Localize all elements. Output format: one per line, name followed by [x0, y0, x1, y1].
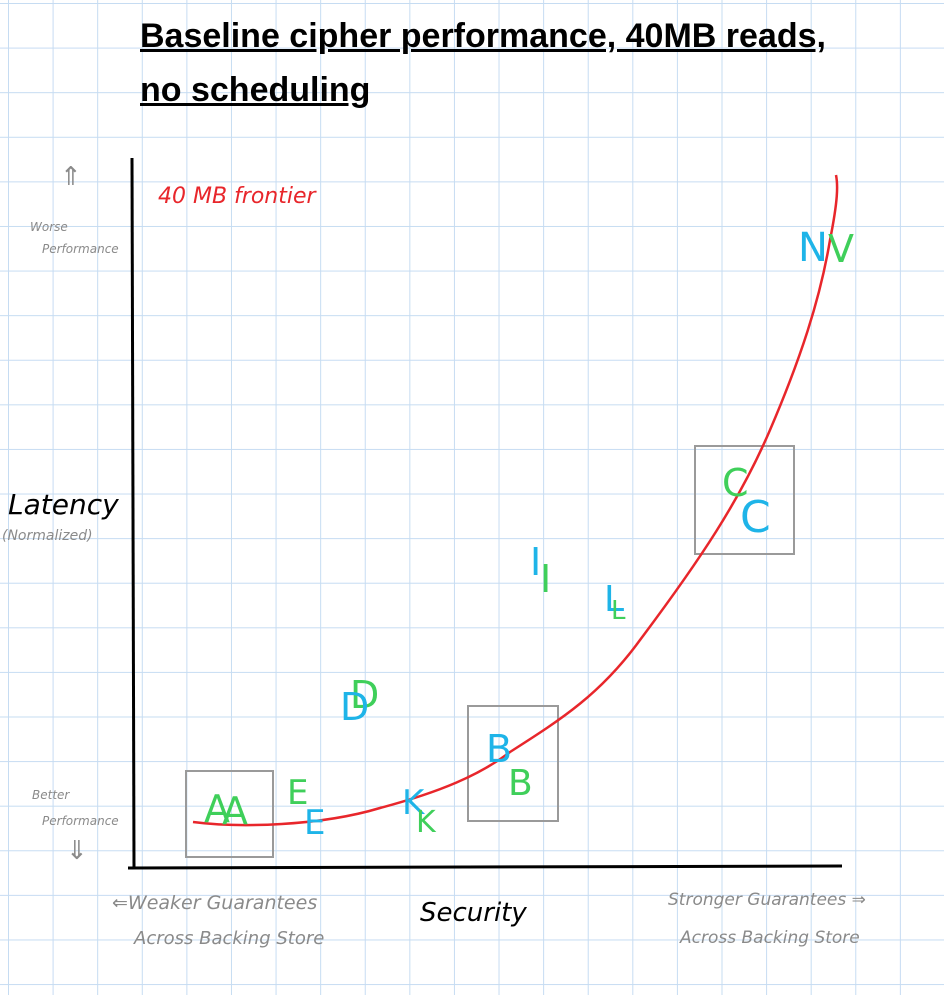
weaker-backing-store-label: Across Backing Store: [134, 928, 325, 949]
stronger-guarantees-label: Stronger Guarantees ⇒: [668, 890, 866, 910]
worse-performance-label: Performance: [42, 242, 119, 256]
x-axis-line: [127, 864, 843, 870]
y-axis-label: Latency: [8, 488, 119, 521]
stronger-backing-store-label: Across Backing Store: [680, 928, 860, 948]
mark-D-green: D: [350, 673, 380, 717]
mark-N-blue: N: [798, 225, 828, 271]
mark-C-blue: C: [740, 492, 771, 543]
title-line-1: Baseline cipher performance, 40MB reads,: [140, 17, 826, 55]
x-axis-label: Security: [420, 898, 527, 928]
mark-E-blue: E: [304, 803, 326, 843]
mark-N-green: V: [828, 227, 854, 271]
mark-D-blue: D: [340, 685, 370, 729]
better-performance-label: Performance: [42, 814, 119, 828]
mark-A-blue: A: [222, 789, 248, 833]
weaker-guarantees-label: ⇐Weaker Guarantees: [112, 892, 318, 914]
worse-label: Worse: [30, 220, 68, 234]
box-C: [694, 445, 795, 555]
mark-E-green: E: [287, 773, 309, 813]
mark-L-green: L: [611, 596, 626, 626]
mark-A-green: A: [204, 787, 230, 831]
title-line-2: no scheduling: [140, 71, 371, 109]
box-B: [467, 705, 559, 822]
mark-K-blue: K: [402, 783, 425, 823]
mark-I-blue: I: [530, 540, 542, 584]
mark-C-green: C: [722, 461, 749, 505]
better-label: Better: [32, 788, 70, 802]
mark-B-green: B: [508, 763, 533, 804]
down-arrow-icon: ⇓: [66, 836, 88, 866]
y-axis-line: [130, 157, 136, 869]
frontier-label: 40 MB frontier: [158, 184, 316, 209]
mark-B-blue: B: [486, 727, 513, 771]
mark-L-blue: L: [604, 579, 625, 620]
box-A: [185, 770, 274, 858]
mark-K-green: K: [416, 805, 436, 840]
y-axis-sublabel: (Normalized): [2, 528, 93, 544]
mark-I-green: I: [540, 557, 552, 601]
frontier-curve: [192, 174, 839, 827]
up-arrow-icon: ⇑: [60, 162, 82, 192]
